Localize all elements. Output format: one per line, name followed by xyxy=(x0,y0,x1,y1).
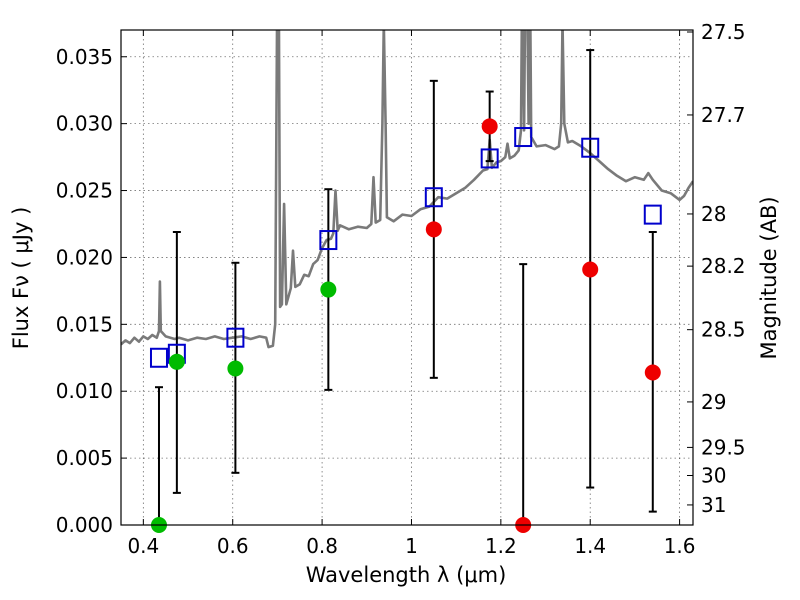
model-square xyxy=(643,204,662,225)
x-tick-label: 1.4 xyxy=(574,534,606,558)
model-square xyxy=(581,137,600,158)
x-tick-label: 0.4 xyxy=(127,534,159,558)
observed-point xyxy=(227,360,244,377)
model-square xyxy=(319,230,338,251)
y-tick-label: 0.030 xyxy=(56,112,113,136)
observed-points-layer xyxy=(150,118,661,533)
axes: 0.4 0.6 0.8 1 1.2 1.4 1.6 0.000 0.005 0.010 0.015 0… xyxy=(56,20,746,558)
observed-point xyxy=(582,261,599,278)
error-bars-layer xyxy=(154,49,657,526)
observed-point xyxy=(320,281,337,298)
right-tick-label: 28 xyxy=(701,202,726,226)
x-tick-label: 0.6 xyxy=(217,534,249,558)
right-tick-label: 27.5 xyxy=(701,20,746,44)
right-tick-label: 31 xyxy=(701,493,726,517)
y-tick-label: 0.000 xyxy=(56,513,113,537)
model-square xyxy=(149,347,168,368)
observed-point xyxy=(425,221,442,238)
y-tick-label: 0.010 xyxy=(56,379,113,403)
x-tick-label: 1 xyxy=(405,534,418,558)
right-tick-label: 27.7 xyxy=(701,103,746,127)
right-tick-label: 29 xyxy=(701,390,726,414)
model-square xyxy=(480,148,499,169)
model-square xyxy=(514,127,533,148)
y-tick-label: 0.005 xyxy=(56,446,113,470)
observed-point xyxy=(168,353,185,370)
right-tick-label: 28.2 xyxy=(701,254,746,278)
right-tick-label: 30 xyxy=(701,464,726,488)
spectrum-layer xyxy=(121,30,693,349)
y-tick-label: 0.035 xyxy=(56,45,113,69)
y-tick-label: 0.020 xyxy=(56,245,113,269)
y-axis-label: Flux Fν ( μJy ) xyxy=(9,207,33,350)
right-tick-label: 28.5 xyxy=(701,318,746,342)
y-tick-label: 0.015 xyxy=(56,312,113,336)
right-tick-label: 29.5 xyxy=(701,435,746,459)
model-square xyxy=(424,187,443,208)
x-tick-label: 1.2 xyxy=(485,534,517,558)
plot-frame xyxy=(120,29,694,526)
observed-point xyxy=(481,118,498,135)
right-axis-label: Magnitude (AB) xyxy=(757,196,781,359)
x-tick-label: 0.8 xyxy=(306,534,338,558)
model-square xyxy=(226,327,245,348)
y-tick-label: 0.025 xyxy=(56,179,113,203)
model-squares-layer xyxy=(149,127,662,368)
spectrum-line xyxy=(121,30,693,349)
x-tick-label: 1.6 xyxy=(664,534,696,558)
x-axis-label: Wavelength λ (μm) xyxy=(306,563,507,587)
grid xyxy=(121,30,693,526)
observed-point xyxy=(644,364,661,381)
